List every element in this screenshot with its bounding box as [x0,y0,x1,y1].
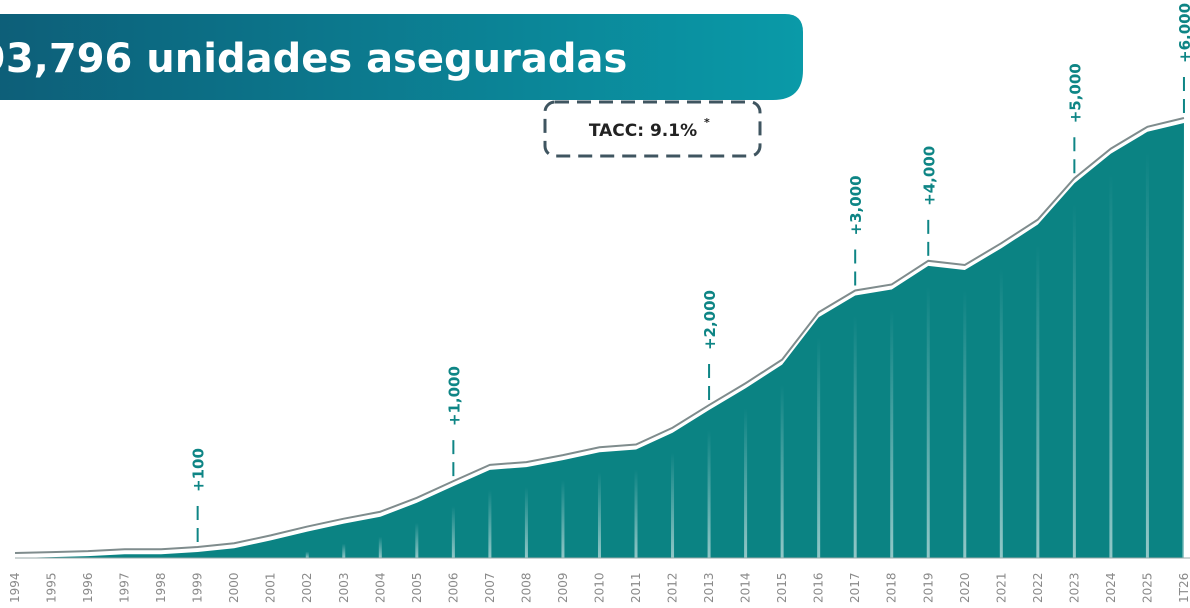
x-tick-label: 2021 [994,572,1008,603]
plot: 1994 1995 1996 1997 1998 1999 2000 2001 2002 2003… [8,3,1190,603]
x-tick-label: 2023 [1067,572,1081,603]
stripe [890,309,894,558]
stripe [524,487,528,558]
x-tick-label: 2017 [848,572,862,603]
badge-text: TACC: 9.1% [589,121,697,141]
x-tick-label: 2011 [629,572,643,603]
stripe [1145,151,1149,558]
x-tick-label: 2000 [227,572,241,603]
x-tick-label: 2006 [446,572,460,603]
x-tick-label: 2002 [300,572,314,603]
stripe [853,315,857,558]
stripe [634,469,638,558]
stripe [780,384,784,558]
x-tick-label: 2020 [958,572,972,603]
x-tick-label: 2012 [666,572,680,603]
x-tick-label: 1T26 [1177,573,1190,603]
x-tick-label: 2008 [519,572,533,603]
milestone-label: +1,000 [445,366,463,426]
stripe [451,506,455,558]
stripe [1182,143,1186,558]
title-banner [0,14,803,100]
milestone-label: +2,000 [701,290,719,350]
milestone-label: +100 [190,448,208,492]
x-tick-label: 1997 [118,572,132,603]
stripe [744,408,748,558]
x-tick-label: 2018 [885,572,899,603]
milestone-label: +4,000 [920,146,938,206]
stripe [561,480,565,558]
milestone-label: +5,000 [1066,63,1084,123]
stripe [963,289,967,558]
milestone-label: +3,000 [847,175,865,235]
stripe [597,472,601,558]
stripe [305,551,309,558]
x-tick-label: 2024 [1104,572,1118,603]
x-tick-label: 2009 [556,572,570,603]
badge-mark: * [704,116,710,129]
x-tick-label: 2003 [337,572,351,603]
x-tick-label: 2005 [410,572,424,603]
x-tick-label: 1996 [81,572,95,603]
x-tick-label: 2022 [1031,572,1045,603]
x-tick-label: 2014 [739,572,753,603]
x-tick-label: 2010 [592,572,606,603]
stripe [1109,173,1113,558]
x-tick-label: 1999 [191,572,205,603]
stripe [926,285,930,558]
x-tick-label: 1998 [154,572,168,603]
x-tick-label: 1994 [8,572,22,603]
stripe [671,452,675,558]
badge-box [543,100,762,158]
outline [14,117,1185,554]
stripe [488,489,492,558]
x-tick-label: 1995 [45,572,59,603]
stripe [415,522,419,558]
milestone-label: +6,000 [1176,3,1190,63]
stripe [817,337,821,558]
stripe [1036,244,1040,558]
x-tick-label: 2019 [921,572,935,603]
stripe [707,430,711,558]
x-tick-label: 2016 [812,572,826,603]
x-tick-label: 2025 [1140,572,1154,603]
stripe [378,536,382,558]
stripe [1072,203,1076,559]
stripe [999,268,1003,558]
x-tick-label: 2001 [264,572,278,603]
x-tick-label: 2015 [775,572,789,603]
chart-title: 93,796 unidades aseguradas [0,36,627,82]
x-tick-label: 2004 [373,572,387,603]
x-tick-label: 2007 [483,572,497,603]
stripe [342,543,346,558]
x-tick-label: 2013 [702,572,716,603]
